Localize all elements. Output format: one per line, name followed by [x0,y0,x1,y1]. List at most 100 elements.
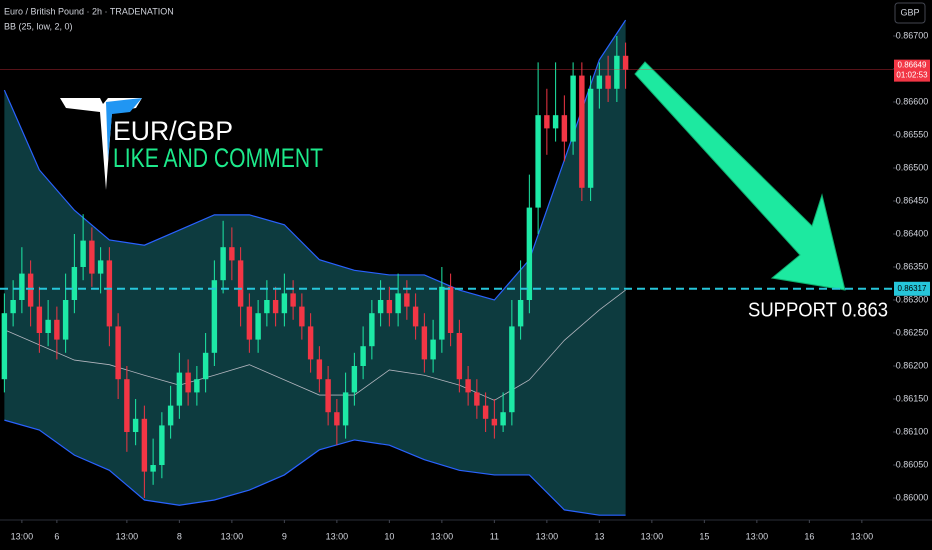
band-middle [4,289,626,401]
y-tick-label: 0.86400 [896,228,929,238]
candle-body [579,75,585,188]
candle-body [439,286,445,340]
y-tick-label: 0.86300 [896,294,929,304]
y-tick-label: 0.86000 [896,492,929,502]
candle-body [62,300,69,340]
candle-body [71,266,78,300]
candle-body [176,372,183,406]
candle-body [220,247,226,281]
candle-body [307,326,314,360]
x-tick-label: 6 [54,531,59,541]
axes: 0.86000 0.86050 0.86100 0.86150 0.86200 0.862… [0,30,932,541]
candle-body [482,405,489,419]
x-tick-label: 8 [177,531,182,541]
candle-body [561,115,568,142]
candle-body [334,412,340,426]
candle-body [299,306,305,327]
candle-body [115,326,121,380]
candle-body [369,313,375,347]
candle-body [421,326,428,360]
y-tick-label: 0.86200 [896,360,929,370]
candle-body [491,418,498,426]
candle-body [150,465,156,472]
candle-body [342,392,349,426]
candle-body [570,75,576,142]
candle-body [10,300,16,314]
y-tick-label: 0.86150 [896,393,929,403]
candle-body [544,115,550,129]
candle-body [605,75,611,89]
x-tick-label: 10 [384,531,394,541]
indicator-label: BB (25, low, 2, 0) [4,21,73,31]
x-tick-label: 16 [804,531,814,541]
candle-body [89,240,95,274]
candle-body [106,260,113,327]
candle-body [526,207,533,300]
candle-body [430,339,436,360]
candle-body [185,372,191,393]
candle-body [360,346,366,367]
candle-body [19,273,25,300]
candle-body [614,55,620,89]
x-tick-label: 13:00 [221,531,244,541]
currency[interactable]: GBP [900,7,919,17]
candle-body [1,313,8,380]
x-tick-label: 9 [282,531,287,541]
x-tick-label: 15 [699,531,709,541]
x-tick-label: 13:00 [641,531,664,541]
y-tick-label: 0.86250 [896,327,929,337]
candle-body [351,366,358,393]
candle-body [622,55,629,70]
candle-body [132,418,139,433]
candle-body [202,352,209,380]
candle-body [229,247,235,261]
x-tick-label: 11 [490,531,499,541]
y-tick-label: 0.86600 [896,96,929,106]
candles [1,35,629,499]
x-tick-label: 13:00 [326,531,349,541]
candle-body [194,379,200,393]
candle-body [465,379,471,393]
subheadline: LIKE AND COMMENT [113,143,323,173]
candle-body [377,300,384,314]
candle-body [316,359,323,380]
candle-body [237,260,244,307]
candle-body [509,326,515,413]
last-price-label: 0.86649 [898,61,927,70]
candle-body [596,75,603,89]
x-tick-label: 13:00 [851,531,874,541]
x-tick-label: 13 [594,531,604,541]
headline: EUR/GBP [113,116,233,146]
candle-body [54,319,60,340]
candle-body [255,313,261,340]
arrow [634,61,846,291]
y-tick-label: 0.86050 [896,459,929,469]
candle-body [325,379,331,413]
chart-title: Euro / British Pound · 2h · TRADENATION [4,6,174,16]
candle-body [80,240,86,267]
band-lower [4,419,626,516]
candle-body [281,293,288,314]
candle-body [36,306,43,334]
y-tick-label: 0.86500 [896,162,929,172]
candle-body [535,115,541,208]
candle-body [456,333,463,380]
candle-body [412,306,419,327]
y-tick-label: 0.86550 [896,129,929,139]
candle-body [264,300,270,314]
candle-body [27,273,34,307]
currency-box[interactable] [894,2,926,24]
candle-body [395,293,401,314]
logo-blue [106,98,142,160]
candle-body [474,392,480,406]
candle-body [45,319,51,334]
candle-body [447,286,454,334]
candle-body [587,88,594,188]
support-label: SUPPORT 0.863 [748,299,888,321]
candle-body [246,306,253,340]
x-tick-label: 13:00 [746,531,769,541]
candle-body [290,293,296,307]
candle-body [500,412,506,426]
candle-body [404,293,410,307]
candle-body [211,280,218,353]
